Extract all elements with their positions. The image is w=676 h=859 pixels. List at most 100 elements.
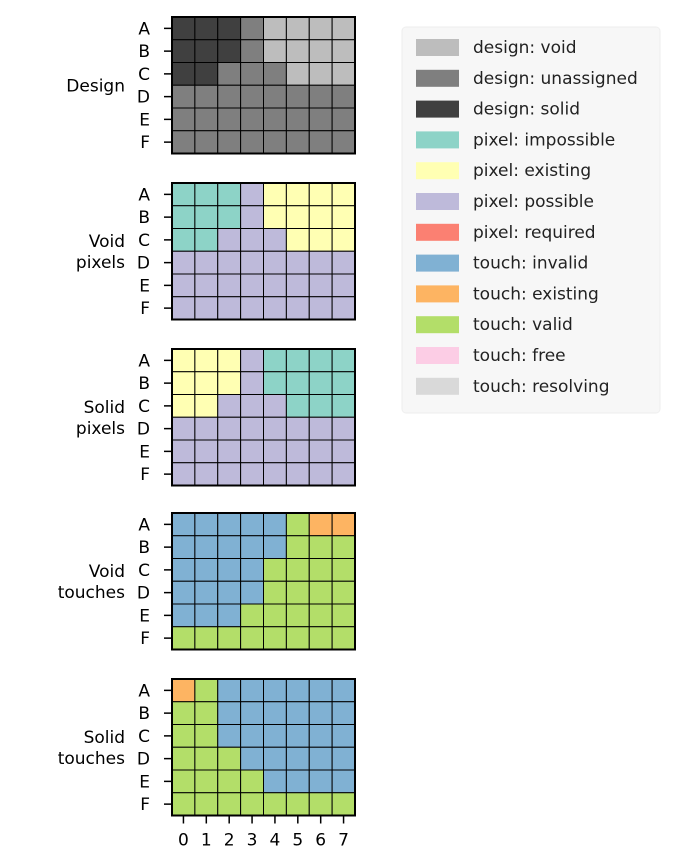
grid-cell	[285, 84, 310, 109]
x-tick-label: 3	[247, 831, 258, 851]
grid-cell	[240, 580, 264, 605]
grid-cell	[331, 348, 356, 373]
grid-cell	[285, 724, 310, 748]
grid-cell	[194, 626, 219, 650]
grid-cell	[171, 130, 196, 154]
y-tick-label: C	[138, 231, 150, 251]
legend-label: design: void	[473, 38, 577, 58]
grid-cell	[331, 746, 356, 771]
grid-cell	[217, 603, 242, 628]
grid-cell	[308, 107, 333, 132]
legend-label: pixel: existing	[473, 161, 591, 181]
grid-cell	[171, 250, 196, 275]
grid-cell	[285, 371, 310, 395]
grid-cell	[240, 512, 264, 537]
grid-cell	[285, 205, 310, 229]
grid-cell	[217, 626, 242, 650]
grid-cell	[285, 273, 310, 298]
y-tick-label: F	[140, 629, 150, 649]
y-tick-label: E	[139, 606, 150, 626]
y-tick-label: A	[138, 351, 150, 371]
grid-cell	[285, 62, 310, 86]
grid-cell	[240, 296, 264, 320]
grid-cell	[217, 296, 242, 320]
grid-cell	[308, 394, 333, 418]
grid-cell	[240, 603, 264, 628]
legend-swatch	[416, 316, 459, 334]
grid-cell	[194, 580, 219, 605]
grid-cell	[263, 558, 287, 582]
y-tick-label: A	[138, 681, 150, 701]
grid-cell	[171, 580, 196, 605]
x-tick-label: 7	[338, 831, 349, 851]
grid-cell	[285, 394, 310, 418]
grid-cell	[263, 205, 287, 229]
panel-title: Solid	[84, 398, 125, 418]
legend-swatch	[416, 254, 459, 272]
legend-label: pixel: required	[473, 223, 596, 243]
grid-cell	[285, 296, 310, 320]
grid-cell	[263, 273, 287, 298]
grid-cell	[240, 39, 264, 63]
grid-cell	[263, 746, 287, 771]
grid-cell	[308, 792, 333, 816]
y-tick-label: D	[137, 584, 150, 604]
grid-cell	[217, 205, 242, 229]
panel-title: pixels	[76, 253, 125, 273]
grid-cell	[285, 701, 310, 725]
grid-cell	[194, 273, 219, 298]
grid-cell	[331, 394, 356, 418]
legend-swatch	[416, 285, 459, 303]
grid-cell	[331, 250, 356, 275]
grid-cell	[263, 296, 287, 320]
grid-cell	[263, 250, 287, 275]
panel-title: pixels	[76, 419, 125, 439]
grid-cell	[308, 580, 333, 605]
x-tick-label: 6	[315, 831, 326, 851]
grid-cell	[194, 439, 219, 464]
legend-label: touch: valid	[473, 315, 573, 335]
legend-swatch	[416, 347, 459, 364]
grid-cell	[263, 535, 287, 559]
grid-cell	[308, 130, 333, 154]
grid-cell	[285, 107, 310, 132]
grid-cell	[263, 792, 287, 816]
grid-cell	[217, 84, 242, 109]
grid-cell	[308, 205, 333, 229]
grid-cell	[194, 182, 219, 207]
grid-cell	[240, 348, 264, 373]
grid-cell	[308, 228, 333, 252]
grid-cell	[263, 603, 287, 628]
grid-cell	[285, 558, 310, 582]
grid-cell	[171, 416, 196, 441]
grid-cell	[194, 535, 219, 559]
grid-cell	[217, 558, 242, 582]
x-tick-label: 0	[178, 831, 189, 851]
x-tick-label: 1	[201, 831, 212, 851]
grid-cell	[217, 580, 242, 605]
grid-cell	[217, 182, 242, 207]
grid-cell	[194, 62, 219, 86]
grid-cell	[240, 394, 264, 418]
grid-cell	[217, 394, 242, 418]
grid-cell	[285, 39, 310, 63]
grid-cell	[263, 769, 287, 794]
grid-cell	[308, 439, 333, 464]
grid-cell	[217, 769, 242, 794]
grid-cell	[263, 439, 287, 464]
grid-cell	[240, 182, 264, 207]
grid-cell	[217, 724, 242, 748]
grid-cell	[171, 394, 196, 418]
grid-cell	[285, 462, 310, 486]
panel-frame	[171, 678, 356, 817]
grid-cell	[285, 130, 310, 154]
grid-cell	[331, 701, 356, 725]
y-tick-label: F	[140, 133, 150, 153]
grid-cell	[285, 580, 310, 605]
grid-cell	[171, 746, 196, 771]
grid-cell	[263, 416, 287, 441]
y-tick-label: E	[139, 276, 150, 296]
legend-label: design: solid	[473, 100, 580, 120]
